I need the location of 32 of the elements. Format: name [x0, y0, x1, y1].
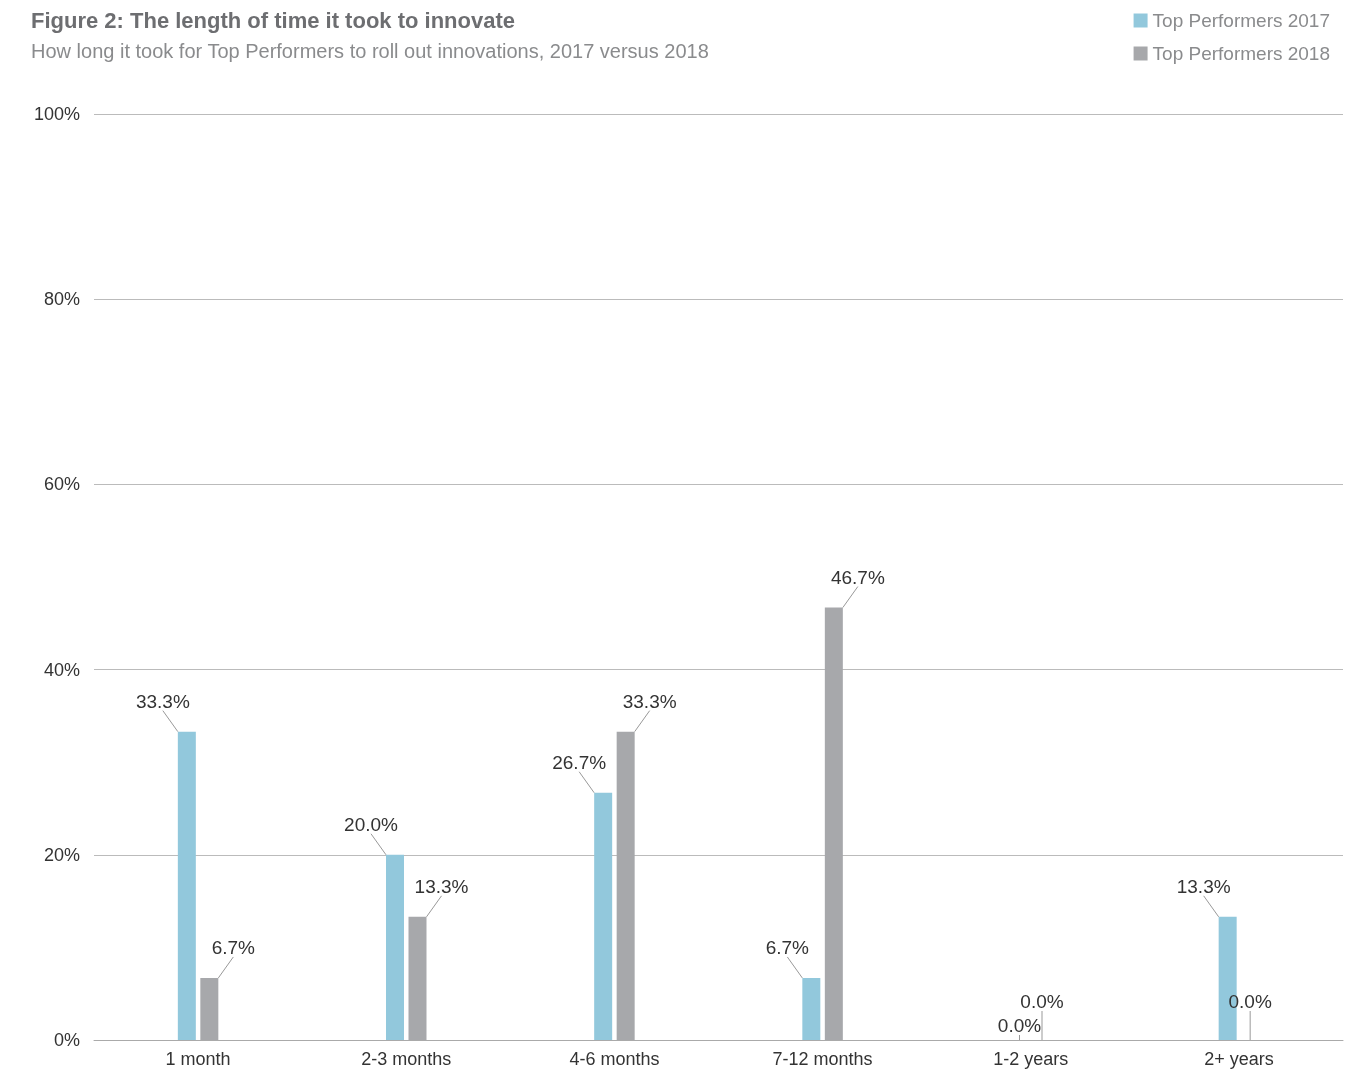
data-label: 13.3%	[1176, 875, 1231, 897]
data-label: 0.0%	[1020, 991, 1064, 1012]
y-tick-label: 40%	[43, 659, 80, 680]
y-tick-label: 0%	[53, 1030, 80, 1050]
x-tick-label: 2-3 months	[361, 1049, 452, 1069]
data-label: 26.7%	[552, 751, 607, 773]
x-tick-label: 1 month	[165, 1049, 231, 1069]
data-label: 0.0%	[997, 1015, 1042, 1036]
y-tick-label: 60%	[43, 474, 80, 495]
legend-label: Top Performers 2018	[1152, 43, 1330, 64]
bar	[594, 792, 613, 1040]
x-tick-label: 2+ years	[1204, 1049, 1274, 1069]
chart-subtitle: How long it took for Top Performers to roll out innovations, 2017 versus 2018	[31, 40, 709, 62]
bar	[177, 731, 196, 1040]
bar	[386, 854, 404, 1040]
y-tick-label: 20%	[43, 844, 80, 865]
data-label: 0.0%	[1228, 991, 1272, 1012]
x-tick-label: 7-12 months	[772, 1049, 873, 1069]
y-tick-label: 80%	[43, 289, 80, 310]
x-tick-label: 4-6 months	[569, 1049, 660, 1069]
x-tick-label: 1-2 years	[993, 1049, 1069, 1069]
data-label: 46.7%	[830, 566, 885, 588]
chart-title: Figure 2: The length of time it took to innovate	[31, 7, 515, 33]
data-label: 20.0%	[344, 813, 399, 835]
data-label: 33.3%	[622, 690, 677, 712]
y-tick-label: 100%	[33, 104, 80, 124]
bar	[802, 977, 821, 1040]
legend-label: Top Performers 2017	[1152, 10, 1330, 31]
data-label: 6.7%	[765, 936, 810, 958]
data-label: 6.7%	[211, 936, 256, 958]
data-label: 13.3%	[414, 875, 469, 897]
data-label: 33.3%	[135, 690, 190, 712]
